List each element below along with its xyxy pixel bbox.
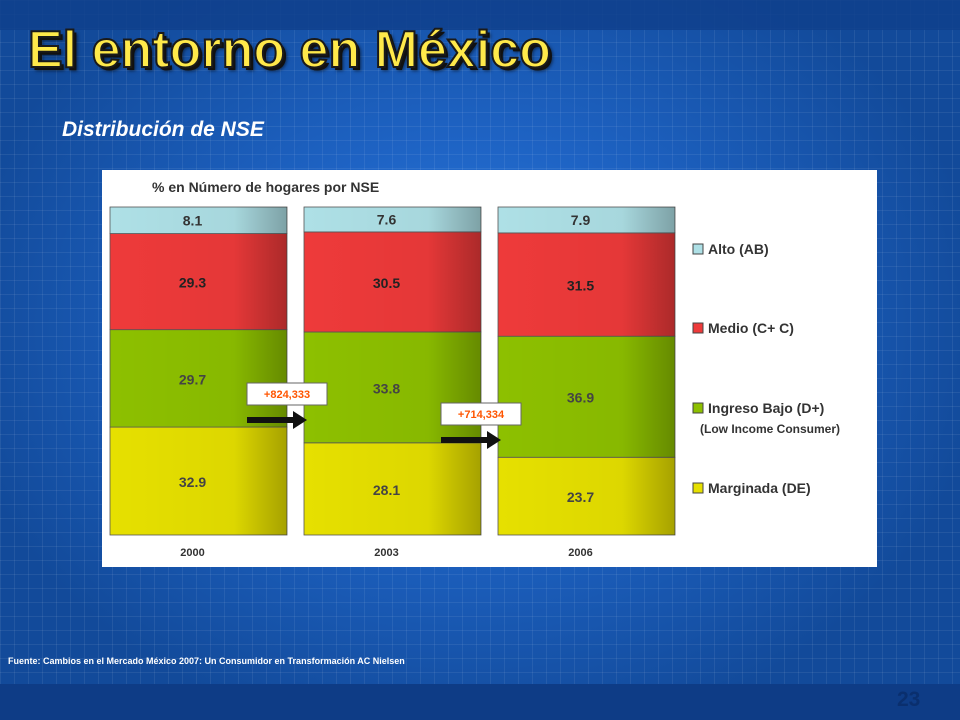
bar-shade-alto-ab-2000 bbox=[110, 207, 287, 234]
annotation-label-1: +824,333 bbox=[264, 389, 310, 401]
data-label-medio-c-c-2006: 31.5 bbox=[567, 278, 594, 294]
slide-subtitle: Distribución de NSE bbox=[62, 118, 264, 141]
source-note: Fuente: Cambios en el Mercado México 200… bbox=[8, 656, 405, 666]
data-label-alto-ab-2006: 7.9 bbox=[571, 212, 591, 228]
bar-shade-ingreso-bajo-d-2000 bbox=[110, 329, 287, 428]
data-label-ingreso-bajo-d-2006: 36.9 bbox=[567, 390, 594, 406]
data-label-medio-c-c-2003: 30.5 bbox=[373, 275, 400, 291]
data-label-marginada-de-2006: 23.7 bbox=[567, 489, 594, 505]
legend-note-low-income: (Low Income Consumer) bbox=[700, 422, 840, 436]
legend-label-marginada-de: Marginada (DE) bbox=[708, 480, 811, 496]
bar-shade-ingreso-bajo-d-2006 bbox=[498, 336, 675, 458]
arrow-icon-2 bbox=[487, 431, 501, 449]
stacked-bar-chart: % en Número de hogares por NSE 32.9 29.7 2… bbox=[109, 179, 840, 559]
bar-shade-medio-c-c-2003 bbox=[304, 231, 481, 332]
legend-swatch-alto-ab bbox=[692, 243, 704, 255]
annotations-group: +824,333 +714,334 bbox=[246, 382, 522, 449]
bar-shade-alto-ab-2006 bbox=[498, 207, 675, 233]
data-label-alto-ab-2000: 8.1 bbox=[183, 212, 203, 228]
bar-shade-marginada-de-2006 bbox=[498, 457, 675, 535]
slide-title: El entorno en México bbox=[27, 20, 552, 80]
chart-panel: % en Número de hogares por NSE 32.9 29.7 2… bbox=[102, 170, 877, 567]
annotation-label-2: +714,334 bbox=[458, 409, 505, 421]
data-label-marginada-de-2003: 28.1 bbox=[373, 482, 400, 498]
legend: Alto (AB) Medio (C+ C) Ingreso Bajo (D+) Ma… bbox=[692, 241, 840, 496]
bar-shade-marginada-de-2000 bbox=[110, 427, 287, 535]
data-label-marginada-de-2000: 32.9 bbox=[179, 474, 206, 490]
bar-shade-marginada-de-2003 bbox=[304, 442, 481, 535]
data-label-medio-c-c-2000: 29.3 bbox=[179, 275, 206, 291]
annotation-box-1 bbox=[246, 382, 328, 406]
x-tick-label-2006: 2006 bbox=[568, 547, 592, 559]
chart-title: % en Número de hogares por NSE bbox=[152, 179, 379, 195]
bar-shade-medio-c-c-2000 bbox=[110, 233, 287, 330]
legend-swatch-marginada-de bbox=[692, 482, 704, 494]
legend-label-ingreso-bajo-d: Ingreso Bajo (D+) bbox=[708, 400, 824, 416]
annotation-box-2 bbox=[440, 402, 522, 426]
legend-swatch-ingreso-bajo-d bbox=[692, 402, 704, 414]
legend-swatch-medio-c-c bbox=[692, 322, 704, 334]
top-band bbox=[0, 0, 960, 30]
arrow-icon-1 bbox=[293, 411, 307, 429]
bottom-band bbox=[0, 684, 960, 720]
bars-group: 32.9 29.7 29.3 8.1 2000 28.1 33.8 30.5 7.6 2003 23… bbox=[109, 206, 676, 559]
arrow-shaft-1 bbox=[247, 417, 293, 423]
x-tick-label-2003: 2003 bbox=[374, 547, 398, 559]
bar-shade-alto-ab-2003 bbox=[304, 207, 481, 232]
data-label-alto-ab-2003: 7.6 bbox=[377, 211, 397, 227]
data-label-ingreso-bajo-d-2000: 29.7 bbox=[179, 371, 206, 387]
legend-label-alto-ab: Alto (AB) bbox=[708, 241, 769, 257]
bar-shade-medio-c-c-2006 bbox=[498, 232, 675, 337]
arrow-shaft-2 bbox=[441, 437, 487, 443]
page-number: 23 bbox=[897, 688, 921, 711]
legend-label-medio-c-c: Medio (C+ C) bbox=[708, 320, 794, 336]
x-tick-label-2000: 2000 bbox=[180, 547, 204, 559]
data-label-ingreso-bajo-d-2003: 33.8 bbox=[373, 380, 400, 396]
